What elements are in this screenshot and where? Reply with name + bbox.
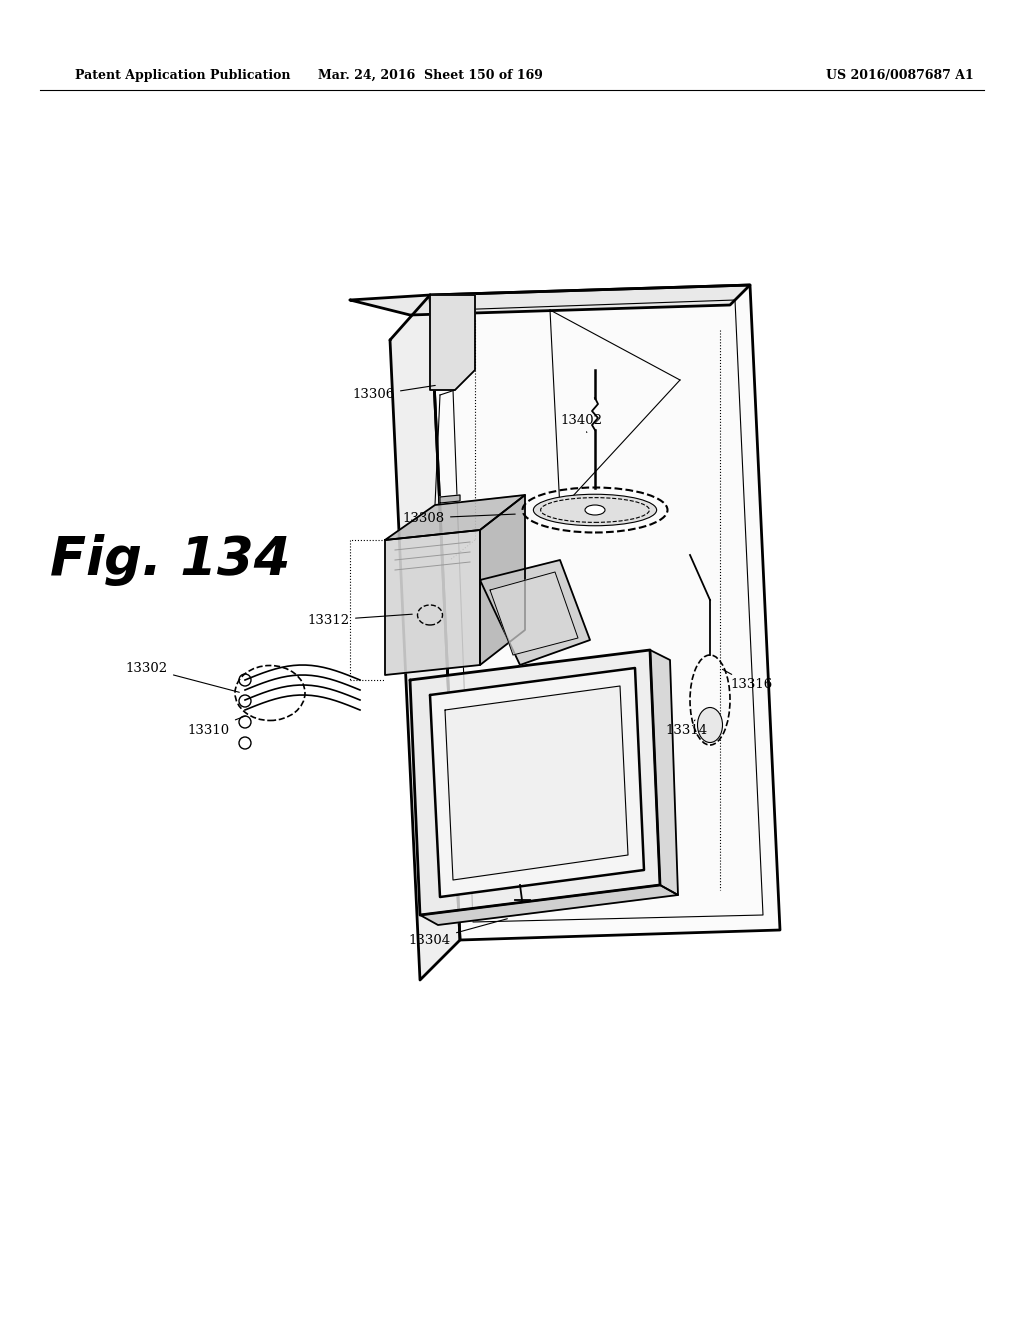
Polygon shape — [440, 495, 460, 503]
Polygon shape — [410, 649, 660, 915]
Polygon shape — [385, 531, 480, 675]
Ellipse shape — [585, 506, 605, 515]
Text: Mar. 24, 2016  Sheet 150 of 169: Mar. 24, 2016 Sheet 150 of 169 — [317, 69, 543, 82]
Polygon shape — [480, 560, 590, 665]
Text: 13314: 13314 — [665, 719, 708, 737]
Polygon shape — [650, 649, 678, 895]
Text: 13310: 13310 — [187, 715, 246, 737]
Ellipse shape — [534, 494, 656, 525]
Polygon shape — [430, 285, 780, 940]
Text: 13304: 13304 — [409, 919, 507, 946]
Text: 13306: 13306 — [352, 385, 435, 401]
Polygon shape — [390, 294, 460, 979]
Text: 13312: 13312 — [308, 614, 413, 627]
Polygon shape — [420, 884, 678, 925]
Polygon shape — [480, 495, 525, 665]
Polygon shape — [445, 686, 628, 880]
Text: 13308: 13308 — [402, 511, 515, 524]
Polygon shape — [490, 572, 578, 655]
Text: Fig. 134: Fig. 134 — [50, 535, 290, 586]
Text: 13402: 13402 — [560, 413, 602, 433]
Polygon shape — [385, 495, 525, 540]
Ellipse shape — [697, 708, 723, 742]
Text: 13316: 13316 — [723, 669, 772, 692]
Text: US 2016/0087687 A1: US 2016/0087687 A1 — [826, 69, 974, 82]
Polygon shape — [430, 294, 475, 389]
Polygon shape — [350, 285, 750, 315]
Text: Patent Application Publication: Patent Application Publication — [75, 69, 291, 82]
Text: 13302: 13302 — [126, 661, 240, 692]
Polygon shape — [430, 668, 644, 898]
